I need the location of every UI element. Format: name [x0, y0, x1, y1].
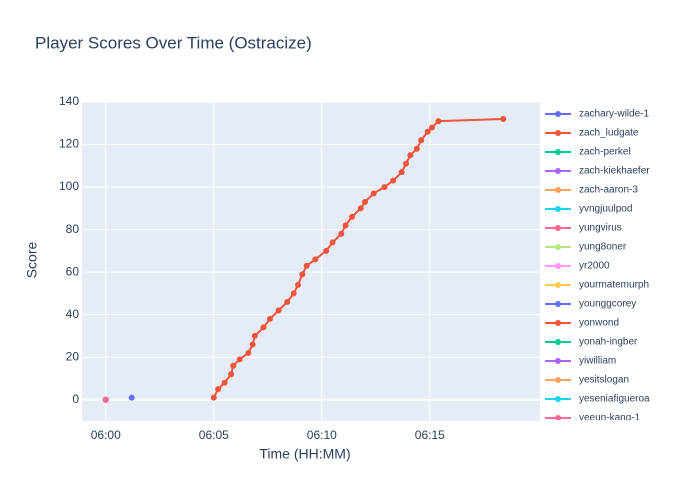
legend-marker — [555, 301, 561, 307]
point — [390, 177, 397, 184]
legend-marker — [555, 415, 561, 420]
point — [338, 230, 345, 237]
legend-marker — [555, 263, 561, 269]
point — [249, 341, 256, 348]
y-tick-label: 140 — [59, 94, 79, 108]
point — [221, 379, 228, 386]
y-tick-label: 120 — [59, 137, 79, 151]
point — [349, 213, 356, 220]
legend-label: yr2000 — [579, 261, 610, 272]
legend-label: yonah-ingber — [579, 337, 638, 348]
legend-marker — [555, 377, 561, 383]
point — [303, 262, 310, 269]
point — [342, 222, 349, 229]
point — [403, 160, 410, 167]
point — [381, 184, 388, 191]
point — [398, 169, 405, 176]
legend-marker — [555, 339, 561, 345]
point — [312, 256, 319, 263]
legend-label: younggcorey — [579, 299, 636, 310]
x-tick-label: 06:10 — [307, 428, 337, 442]
chart-title: Player Scores Over Time (Ostracize) — [35, 33, 312, 52]
legend-marker — [555, 282, 561, 288]
x-tick-label: 06:05 — [199, 428, 229, 442]
point — [215, 386, 222, 393]
point — [251, 332, 258, 339]
x-tick-label: 06:00 — [91, 428, 121, 442]
point — [323, 247, 330, 254]
legend-label: yvngjuulpod — [579, 204, 632, 215]
legend-label: zach-aaron-3 — [579, 185, 638, 196]
y-tick-label: 0 — [72, 392, 79, 406]
legend-label: yungvirus — [579, 223, 622, 234]
legend-label: yesitslogan — [579, 375, 629, 386]
point — [299, 271, 306, 278]
legend-label: yeeun-kang-1 — [579, 413, 641, 424]
point — [329, 239, 336, 246]
legend-label: zach_ludgate — [579, 128, 639, 139]
point — [245, 349, 252, 356]
point — [228, 371, 235, 378]
point — [128, 394, 135, 401]
legend-label: yourmatemurph — [579, 280, 649, 291]
legend-marker — [555, 111, 561, 117]
point — [295, 281, 302, 288]
point — [230, 362, 237, 369]
legend-marker — [555, 244, 561, 250]
legend: zachary-wilde-1 zach_ludgate zach-perkel za… — [545, 109, 650, 424]
legend-label: yeseniafigueroa — [579, 394, 650, 405]
legend-marker — [555, 168, 561, 174]
legend-marker — [555, 396, 561, 402]
legend-label: yiwilliam — [579, 356, 616, 367]
point — [284, 298, 291, 305]
point — [236, 356, 243, 363]
point — [266, 315, 273, 322]
point — [424, 128, 431, 135]
y-axis-title: Score — [24, 242, 40, 279]
legend-marker — [555, 187, 561, 193]
point — [428, 124, 435, 131]
legend-label: zachary-wilde-1 — [579, 109, 649, 120]
grid: 0 20 40 60 80 100 120 140 06:00 06:05 06:10 06:15 — [59, 94, 540, 442]
point — [413, 145, 420, 152]
legend-label: zach-perkel — [579, 147, 631, 158]
point — [370, 190, 377, 197]
legend-marker — [555, 149, 561, 155]
x-axis-title: Time (HH:MM) — [259, 446, 350, 462]
y-tick-label: 60 — [66, 264, 80, 278]
point — [210, 394, 217, 401]
point — [290, 290, 297, 297]
marks — [102, 116, 507, 403]
legend-label: zach-kiekhaefer — [579, 166, 650, 177]
legend-marker — [555, 358, 561, 364]
point — [275, 307, 282, 314]
point — [500, 116, 507, 123]
point — [357, 205, 364, 212]
point — [418, 137, 425, 144]
legend-marker — [555, 320, 561, 326]
y-tick-label: 80 — [66, 222, 80, 236]
point — [362, 198, 369, 205]
point — [260, 324, 267, 331]
y-tick-label: 100 — [59, 179, 79, 193]
point — [407, 152, 414, 159]
legend-marker — [555, 130, 561, 136]
legend-label: yung8oner — [579, 242, 627, 253]
x-tick-label: 06:15 — [415, 428, 445, 442]
legend-label: yonwond — [579, 318, 619, 329]
legend-marker — [555, 225, 561, 231]
y-tick-label: 20 — [66, 349, 80, 363]
legend-marker — [555, 206, 561, 212]
y-tick-label: 40 — [66, 307, 80, 321]
point — [102, 396, 109, 403]
point — [435, 118, 442, 125]
